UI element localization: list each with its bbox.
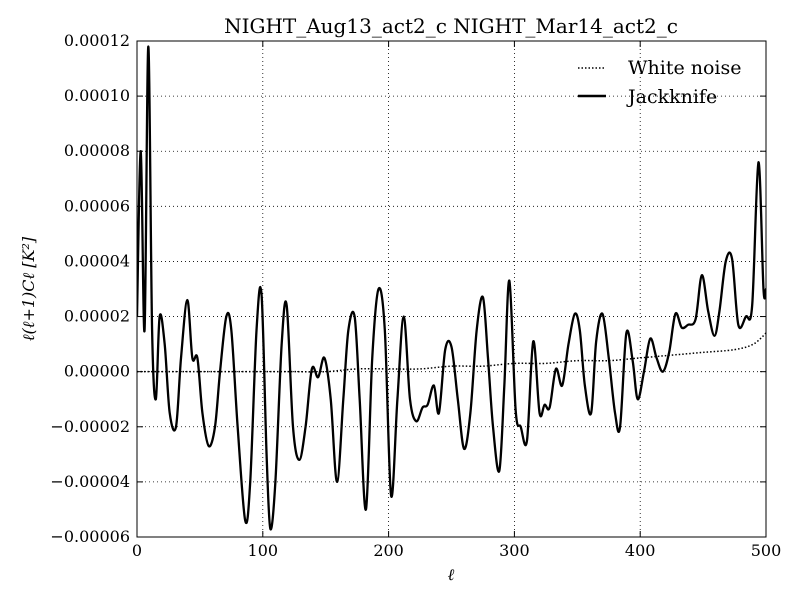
x-tick-label: 100	[248, 541, 279, 560]
series-line-jackknife	[137, 45, 766, 531]
legend-label-jackknife: Jackknife	[626, 86, 717, 108]
ticks: 0 100 200 300 400 500 −0.00006 −0.00004 −0.00002…	[50, 31, 781, 560]
y-tick-label: 0.00006	[64, 196, 130, 215]
legend-label-white-noise: White noise	[628, 57, 742, 79]
y-tick-label: 0.00008	[64, 141, 130, 160]
y-tick-label: 0.00010	[64, 86, 130, 105]
x-tick-label: 0	[132, 541, 142, 560]
y-axis-label: ℓ(ℓ+1)Cℓ [K²]	[19, 236, 38, 341]
series-layer	[137, 45, 766, 531]
y-tick-label: 0.00000	[64, 362, 130, 381]
x-axis-label: ℓ	[448, 565, 455, 584]
chart-title: NIGHT_Aug13_act2_c NIGHT_Mar14_act2_c	[224, 14, 678, 38]
x-tick-label: 200	[373, 541, 404, 560]
series-line-white-noise	[137, 332, 766, 373]
y-tick-label: −0.00002	[50, 417, 130, 436]
y-tick-label: −0.00006	[50, 527, 130, 546]
y-tick-label: −0.00004	[50, 472, 130, 491]
y-tick-label: 0.00002	[64, 307, 130, 326]
x-tick-label: 300	[499, 541, 530, 560]
y-tick-label: 0.00004	[64, 251, 130, 270]
x-tick-label: 500	[751, 541, 782, 560]
x-tick-label: 400	[625, 541, 656, 560]
plot-frame	[136, 40, 767, 538]
legend: White noise Jackknife	[578, 57, 742, 108]
y-tick-label: 0.00012	[64, 31, 130, 50]
